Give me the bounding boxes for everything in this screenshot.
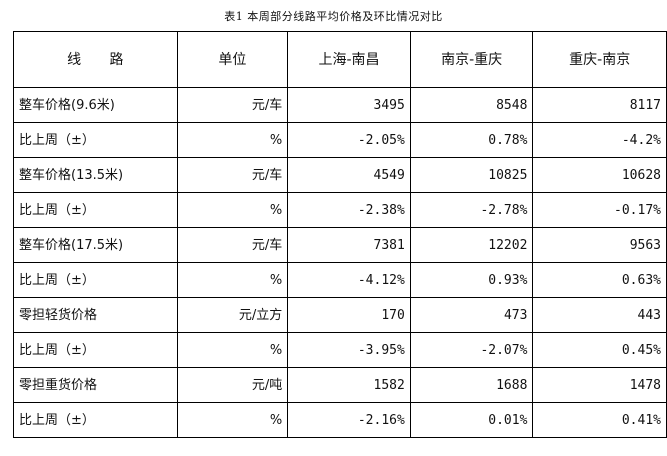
table-row: 整车价格(13.5米) 元/车 4549 10825 10628 bbox=[13, 157, 667, 193]
row-unit: % bbox=[176, 402, 289, 438]
header-unit: 单位 bbox=[176, 31, 289, 88]
row-value-chongqing-nanjing: 10628 bbox=[532, 157, 667, 193]
row-label: 整车价格(17.5米) bbox=[13, 227, 178, 263]
row-label: 比上周（±） bbox=[13, 402, 178, 438]
row-value-chongqing-nanjing: 0.41% bbox=[532, 402, 667, 438]
row-value-chongqing-nanjing: 443 bbox=[532, 297, 667, 333]
table-caption: 表1 本周部分线路平均价格及环比情况对比 bbox=[224, 10, 443, 23]
header-nanjing-chongqing: 南京-重庆 bbox=[409, 31, 534, 88]
row-value-shanghai-nanchang: -2.38% bbox=[287, 192, 411, 228]
row-value-shanghai-nanchang: -2.05% bbox=[287, 122, 411, 158]
row-value-nanjing-chongqing: 0.93% bbox=[409, 262, 534, 298]
row-label: 比上周（±） bbox=[13, 332, 178, 368]
row-value-nanjing-chongqing: 1688 bbox=[409, 367, 534, 403]
header-shanghai-nanchang: 上海-南昌 bbox=[287, 31, 411, 88]
table-row: 整车价格(9.6米) 元/车 3495 8548 8117 bbox=[13, 87, 667, 123]
row-unit: % bbox=[176, 332, 289, 368]
row-value-nanjing-chongqing: 12202 bbox=[409, 227, 534, 263]
row-value-nanjing-chongqing: 0.78% bbox=[409, 122, 534, 158]
price-comparison-table: 线 路 单位 上海-南昌 南京-重庆 重庆-南京 整车价格(9.6米) 元/车 34… bbox=[13, 31, 667, 438]
row-value-chongqing-nanjing: 1478 bbox=[532, 367, 667, 403]
row-value-shanghai-nanchang: 170 bbox=[287, 297, 411, 333]
table-row: 整车价格(17.5米) 元/车 7381 12202 9563 bbox=[13, 227, 667, 263]
row-label: 整车价格(13.5米) bbox=[13, 157, 178, 193]
row-unit: % bbox=[176, 192, 289, 228]
row-value-shanghai-nanchang: 4549 bbox=[287, 157, 411, 193]
row-unit: 元/立方 bbox=[176, 297, 289, 333]
row-unit: % bbox=[176, 122, 289, 158]
row-value-shanghai-nanchang: 7381 bbox=[287, 227, 411, 263]
row-value-chongqing-nanjing: 8117 bbox=[532, 87, 667, 123]
header-route: 线 路 bbox=[13, 31, 178, 88]
row-value-nanjing-chongqing: 10825 bbox=[409, 157, 534, 193]
row-unit: 元/车 bbox=[176, 227, 289, 263]
row-label: 零担重货价格 bbox=[13, 367, 178, 403]
header-route-label: 线 路 bbox=[67, 51, 136, 68]
row-unit: 元/车 bbox=[176, 157, 289, 193]
row-value-shanghai-nanchang: 1582 bbox=[287, 367, 411, 403]
row-value-shanghai-nanchang: 3495 bbox=[287, 87, 411, 123]
table-row: 零担重货价格 元/吨 1582 1688 1478 bbox=[13, 367, 667, 403]
row-unit: % bbox=[176, 262, 289, 298]
row-value-shanghai-nanchang: -2.16% bbox=[287, 402, 411, 438]
header-chongqing-nanjing: 重庆-南京 bbox=[532, 31, 667, 88]
table-row: 比上周（±）% -2.05% 0.78% -4.2% bbox=[13, 122, 667, 158]
row-value-nanjing-chongqing: -2.78% bbox=[409, 192, 534, 228]
table-row: 比上周（±）% -2.16% 0.01% 0.41% bbox=[13, 402, 667, 438]
row-value-shanghai-nanchang: -3.95% bbox=[287, 332, 411, 368]
row-label: 整车价格(9.6米) bbox=[13, 87, 178, 123]
row-unit: 元/车 bbox=[176, 87, 289, 123]
row-label: 比上周（±） bbox=[13, 192, 178, 228]
row-value-nanjing-chongqing: 473 bbox=[409, 297, 534, 333]
row-value-nanjing-chongqing: 8548 bbox=[409, 87, 534, 123]
row-value-chongqing-nanjing: -0.17% bbox=[532, 192, 667, 228]
row-value-nanjing-chongqing: -2.07% bbox=[409, 332, 534, 368]
table-row: 零担轻货价格 元/立方 170 473 443 bbox=[13, 297, 667, 333]
row-unit: 元/吨 bbox=[176, 367, 289, 403]
row-value-chongqing-nanjing: 0.45% bbox=[532, 332, 667, 368]
table-row: 比上周（±）% -2.38% -2.78% -0.17% bbox=[13, 192, 667, 228]
row-value-nanjing-chongqing: 0.01% bbox=[409, 402, 534, 438]
row-value-chongqing-nanjing: 9563 bbox=[532, 227, 667, 263]
row-value-shanghai-nanchang: -4.12% bbox=[287, 262, 411, 298]
row-label: 零担轻货价格 bbox=[13, 297, 178, 333]
row-value-chongqing-nanjing: -4.2% bbox=[532, 122, 667, 158]
table-row: 比上周（±）% -4.12% 0.93% 0.63% bbox=[13, 262, 667, 298]
table-header-row: 线 路 单位 上海-南昌 南京-重庆 重庆-南京 bbox=[13, 31, 667, 88]
row-value-chongqing-nanjing: 0.63% bbox=[532, 262, 667, 298]
row-label: 比上周（±） bbox=[13, 122, 178, 158]
table-row: 比上周（±）% -3.95% -2.07% 0.45% bbox=[13, 332, 667, 368]
row-label: 比上周（±） bbox=[13, 262, 178, 298]
